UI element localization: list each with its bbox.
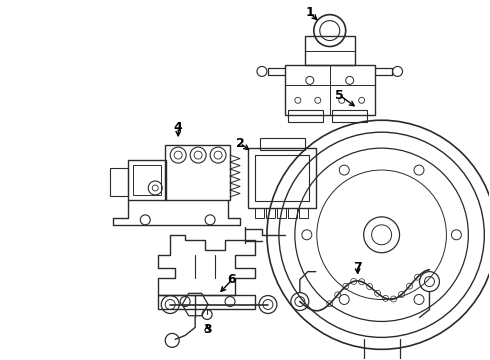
Bar bbox=[255, 208, 264, 218]
Bar bbox=[128, 160, 166, 200]
Text: 7: 7 bbox=[353, 261, 362, 274]
Text: 2: 2 bbox=[236, 137, 245, 150]
Bar bbox=[255, 155, 309, 201]
Bar bbox=[165, 145, 230, 200]
Bar bbox=[266, 208, 275, 218]
Text: 1: 1 bbox=[305, 6, 314, 19]
Bar bbox=[277, 208, 286, 218]
Text: 3: 3 bbox=[203, 323, 211, 336]
Bar bbox=[248, 148, 316, 208]
Bar bbox=[158, 294, 255, 309]
Bar bbox=[288, 208, 297, 218]
Bar bbox=[133, 165, 161, 195]
Bar bbox=[305, 36, 355, 66]
Bar bbox=[260, 138, 305, 150]
Bar bbox=[288, 110, 323, 122]
Bar bbox=[332, 110, 367, 122]
Text: 6: 6 bbox=[228, 273, 236, 286]
Bar bbox=[299, 208, 308, 218]
Bar bbox=[110, 168, 128, 196]
Text: 5: 5 bbox=[335, 89, 344, 102]
Text: 4: 4 bbox=[174, 121, 183, 134]
Bar bbox=[285, 66, 375, 115]
